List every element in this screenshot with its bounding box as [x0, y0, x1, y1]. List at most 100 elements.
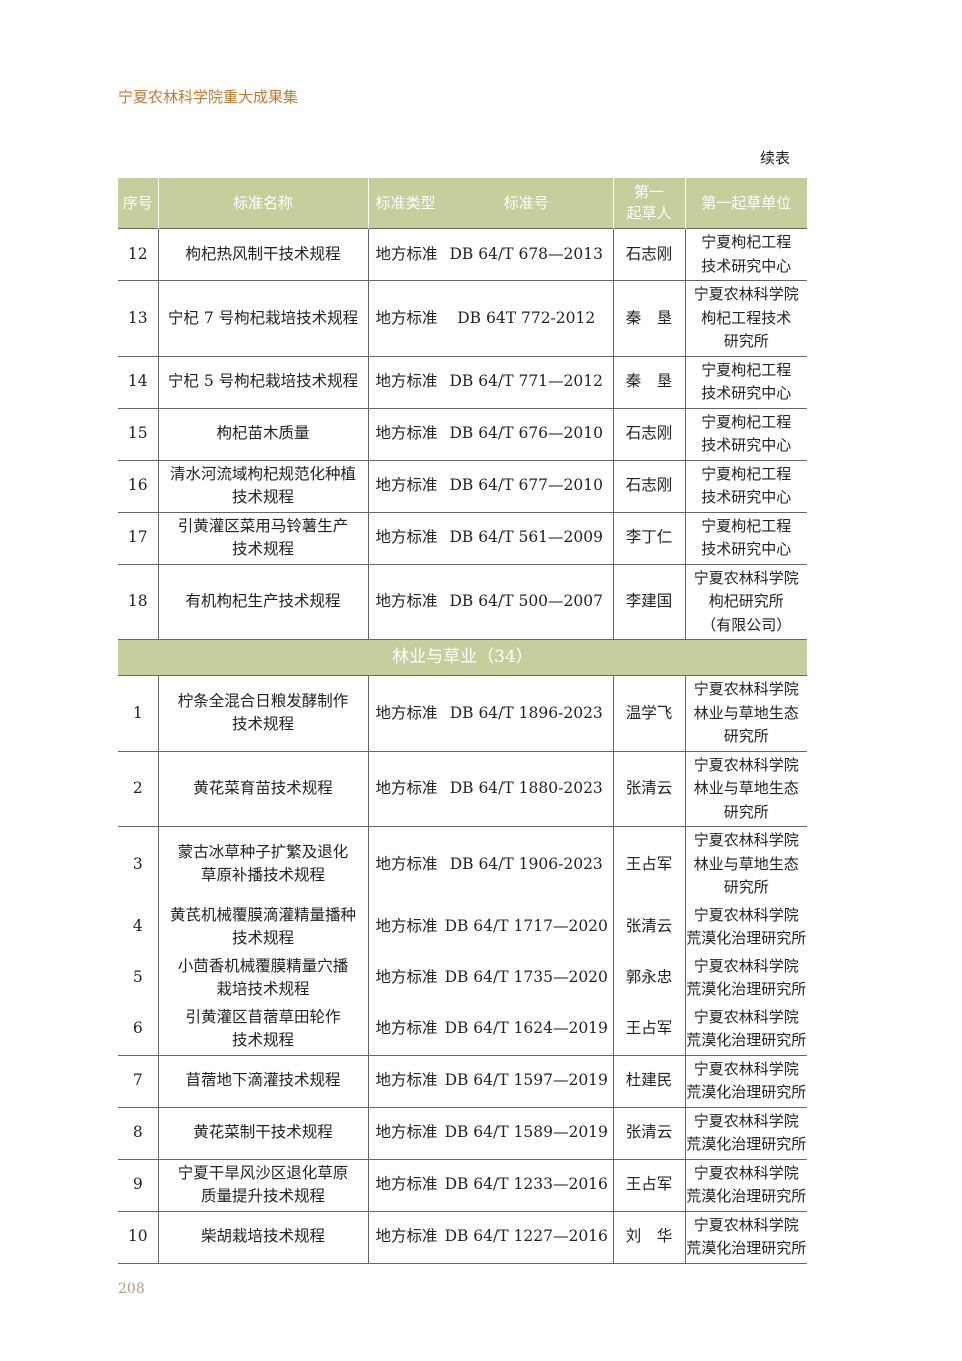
column-header: 标准号 [440, 178, 613, 229]
table-row: 15 枸杞苗木质量 地方标准 DB 64/T 676—2010 石志刚 宁夏枸杞工程 技术… [118, 407, 807, 460]
column-header: 序号 [118, 178, 158, 229]
table-cell: 宁夏农林科学院 荒漠化治理研究所 [684, 1210, 807, 1264]
table-cell: 地方标准 [367, 675, 440, 751]
table-cell: 宁夏农林科学院 荒漠化治理研究所 [684, 1003, 807, 1055]
page-number: 208 [118, 1281, 145, 1297]
table-cell: 宁夏枸杞工程 技术研究中心 [684, 355, 807, 408]
table-cell: 柠条全混合日粮发酵制作 技术规程 [157, 675, 368, 751]
table-cell: 地方标准 [367, 280, 440, 356]
table-cell: DB 64/T 500—2007 [440, 563, 613, 640]
table-cell: 张清云 [612, 901, 685, 953]
table-cell: 李建国 [612, 563, 685, 640]
table-row: 6 引黄灌区苜蓿草田轮作 技术规程 地方标准 DB 64/T 1624—2019 王占军… [118, 1003, 807, 1055]
table-cell: 16 [118, 459, 158, 512]
table-cell: 宁夏农林科学院 荒漠化治理研究所 [684, 1158, 807, 1211]
table-cell: DB 64/T 1624—2019 [444, 1019, 608, 1038]
table-cell: DB 64/T 771—2012 [440, 355, 613, 408]
table-cell: DB 64T 772-2012 [440, 280, 613, 356]
table-cell: 18 [118, 563, 158, 640]
table-cell: DB 64/T 676—2010 [440, 407, 613, 460]
table-cell: 地方标准 [367, 1106, 440, 1159]
table-cell: 清水河流域枸杞规范化种植 技术规程 [157, 459, 368, 512]
table-cell: 宁夏枸杞工程 技术研究中心 [684, 511, 807, 564]
table-cell: 柴胡栽培技术规程 [157, 1210, 368, 1264]
table-cell: 地方标准 [367, 407, 440, 460]
table-cell: 7 [118, 1054, 158, 1107]
table-cell: 宁夏农林科学院 枸杞研究所 （有限公司） [684, 563, 807, 640]
table-cell: 宁夏枸杞工程 技术研究中心 [684, 459, 807, 512]
table-cell: 宁夏农林科学院 林业与草地生态 研究所 [684, 675, 807, 751]
table-cell: 枸杞苗木质量 [157, 407, 368, 460]
table-cell: 宁夏枸杞工程 技术研究中心 [684, 407, 807, 460]
table-cell: 15 [118, 407, 158, 460]
table-cell: 2 [118, 750, 158, 827]
table-cell: 宁夏农林科学院 林业与草地生态 研究所 [684, 826, 807, 902]
table-cell: 王占军 [612, 1158, 685, 1211]
table-cell: 宁夏农林科学院 枸杞工程技术 研究所 [684, 280, 807, 356]
table-cell: 宁夏农林科学院 荒漠化治理研究所 [684, 901, 807, 953]
section-title: 林业与草业（34） [118, 639, 807, 676]
continued-label: 续表 [760, 149, 791, 167]
table-row: 1 柠条全混合日粮发酵制作 技术规程 地方标准 DB 64/T 1896-2023 温学… [118, 675, 807, 751]
table-cell: 王占军 [612, 1003, 685, 1055]
table-cell: 枸杞热风制干技术规程 [157, 228, 368, 281]
table-cell: 蒙古冰草种子扩繁及退化 草原补播技术规程 [157, 826, 368, 902]
table-cell: 小茴香机械覆膜精量穴播 栽培技术规程 [157, 952, 368, 1004]
table-cell: 13 [118, 280, 158, 356]
table-cell: 宁夏枸杞工程 技术研究中心 [684, 228, 807, 281]
table-cell: DB 64/T 677—2010 [440, 459, 613, 512]
table-row: 3 蒙古冰草种子扩繁及退化 草原补播技术规程 地方标准 DB 64/T 1906-20… [118, 826, 807, 902]
table-cell: DB 64/T 1896-2023 [440, 675, 613, 751]
table-cell: 地方标准 [367, 511, 440, 564]
table-row: 7 苜蓿地下滴灌技术规程 地方标准 DB 64/T 1597—2019 杜建民 宁夏农林科… [118, 1054, 807, 1107]
table-cell: 引黄灌区苜蓿草田轮作 技术规程 [157, 1003, 368, 1055]
header-row: 序号 标准名称 标准类型 标准号 第一 起草人 第一起草单位 [118, 178, 807, 229]
table-cell: 12 [118, 228, 158, 281]
table-cell: 地方标准 [367, 1003, 440, 1055]
table-cell: 石志刚 [612, 407, 685, 460]
table-cell: 石志刚 [612, 459, 685, 512]
table-cell: DB 64/T 561—2009 [440, 511, 613, 564]
table-cell: 地方标准 [367, 826, 440, 902]
table-row: 2 黄花菜育苗技术规程 地方标准 DB 64/T 1880-2023 张清云 宁夏农林科学… [118, 750, 807, 827]
table-row: 16 清水河流域枸杞规范化种植 技术规程 地方标准 DB 64/T 677—2010 石… [118, 459, 807, 512]
section-row: 林业与草业（34） [118, 639, 807, 676]
table-cell: 1 [118, 675, 158, 751]
column-header: 第一 起草人 [612, 178, 685, 229]
table-cell: 地方标准 [367, 1054, 440, 1107]
table-cell: 张清云 [612, 1106, 685, 1159]
table-cell: 地方标准 [367, 563, 440, 640]
table-cell: 地方标准 [367, 459, 440, 512]
table-cell: 杜建民 [612, 1054, 685, 1107]
table-cell: 宁杞 5 号枸杞栽培技术规程 [157, 355, 368, 408]
table-cell: 地方标准 [367, 901, 440, 953]
standards-table: 序号 标准名称 标准类型 标准号 第一 起草人 第一起草单位 12 枸杞热风制干技术规程 地方… [118, 178, 807, 1264]
table-row: 17 引黄灌区菜用马铃薯生产 技术规程 地方标准 DB 64/T 561—2009 李丁… [118, 511, 807, 564]
table-cell: 郭永忠 [612, 952, 685, 1004]
table-cell: DB 64/T 678—2013 [440, 228, 613, 281]
table-cell: 温学飞 [612, 675, 685, 751]
table-cell: DB 64/T 1717—2020 [444, 917, 608, 936]
table-row: 14 宁杞 5 号枸杞栽培技术规程 地方标准 DB 64/T 771—2012 秦 垦宁… [118, 355, 807, 408]
table-cell: DB 64/T 1589—2019 [440, 1106, 613, 1159]
table-row: 4 黄芪机械覆膜滴灌精量播种 技术规程 地方标准 DB 64/T 1717—2020 张… [118, 901, 807, 953]
table-cell: DB 64/T 1233—2016 [440, 1158, 613, 1211]
table-cell: 4 [132, 917, 143, 936]
table-row: 5 小茴香机械覆膜精量穴播 栽培技术规程 地方标准 DB 64/T 1735—2020… [118, 952, 807, 1004]
table-cell: 有机枸杞生产技术规程 [157, 563, 368, 640]
table-row: 12 枸杞热风制干技术规程 地方标准 DB 64/T 678—2013 石志刚 宁夏枸杞工… [118, 228, 807, 281]
table-cell: 9 [118, 1158, 158, 1211]
table-cell: 黄芪机械覆膜滴灌精量播种 技术规程 [157, 901, 368, 953]
table-row: 13 宁杞 7 号枸杞栽培技术规程 地方标准 DB 64T 772-2012 秦 垦宁夏… [118, 280, 807, 356]
table-cell: 石志刚 [612, 228, 685, 281]
table-cell: 张清云 [612, 750, 685, 827]
table-cell: 地方标准 [367, 228, 440, 281]
table-cell: 李丁仁 [612, 511, 685, 564]
column-header: 第一起草单位 [684, 178, 807, 229]
table-row: 18 有机枸杞生产技术规程 地方标准 DB 64/T 500—2007 李建国 宁夏农林科… [118, 563, 807, 640]
table-cell: 8 [118, 1106, 158, 1159]
table-cell: 17 [118, 511, 158, 564]
table-cell: 10 [118, 1210, 158, 1264]
table-cell: DB 64/T 1735—2020 [444, 968, 608, 987]
